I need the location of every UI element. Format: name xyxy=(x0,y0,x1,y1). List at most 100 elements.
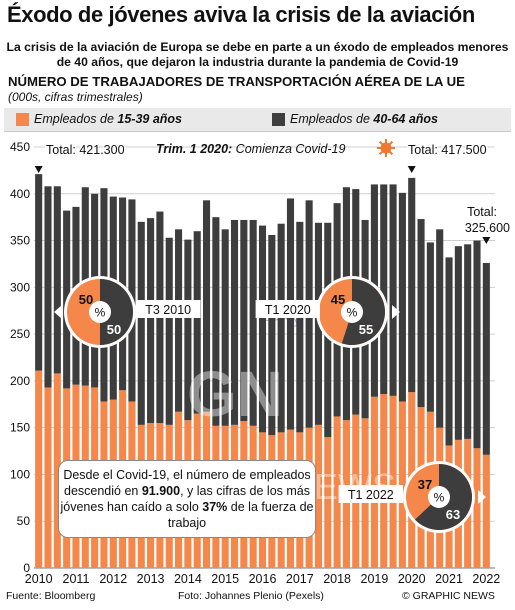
x-tick-label: 2013 xyxy=(137,572,165,586)
bar-young xyxy=(370,396,378,568)
subtitle: La crisis de la aviación de Europa se de… xyxy=(6,40,509,69)
bar-old xyxy=(268,234,276,436)
pie-old-value: 55 xyxy=(359,322,373,337)
bar-old xyxy=(175,229,183,412)
pie-pointer xyxy=(478,490,486,504)
bar-old xyxy=(212,217,220,426)
total-2019-label-halo: Total: 417.500 xyxy=(408,143,487,157)
y-tick-label: 300 xyxy=(10,280,30,294)
total-2010-marker xyxy=(34,166,43,173)
bar-old xyxy=(454,246,462,440)
x-tick-label: 2012 xyxy=(99,572,127,586)
bar-old xyxy=(445,257,453,446)
bar-old xyxy=(398,192,406,402)
pie-old-value: 50 xyxy=(107,322,121,337)
bar-young xyxy=(333,416,341,568)
bar-old xyxy=(464,244,472,439)
y-tick-label: 450 xyxy=(10,140,30,154)
pie-young-value: 50 xyxy=(79,292,93,307)
legend: Empleados de 15-39 años Empleados de 40-… xyxy=(4,108,511,132)
bar-young xyxy=(389,395,397,568)
bar-old xyxy=(165,237,173,425)
covid-callout: Desde el Covid-19, el número de empleado… xyxy=(58,460,316,538)
bar-old xyxy=(35,174,43,371)
bar-old xyxy=(240,219,248,422)
bar-young xyxy=(314,424,323,568)
chart-title: NÚMERO DE TRABAJADORES DE TRANSPORTACIÓN… xyxy=(8,74,465,89)
pie-center xyxy=(341,301,363,323)
pie-pointer xyxy=(392,305,400,319)
footer-copyright: © GRAPHIC NEWS xyxy=(402,590,495,602)
x-tick-label: 2015 xyxy=(211,572,239,586)
pie-label-bg xyxy=(338,485,403,503)
bar-young xyxy=(324,437,332,568)
pie-t1-2022: %37 63 T1 2022 xyxy=(338,461,486,533)
bar-old xyxy=(202,200,211,412)
watermark-logo: GN xyxy=(187,358,283,430)
bar-old xyxy=(417,219,425,408)
legend-swatch-young xyxy=(16,113,29,126)
y-tick-label: 150 xyxy=(10,421,30,435)
bar-old xyxy=(389,184,397,396)
pie-center xyxy=(428,486,450,508)
legend-label-young: Empleados de 15-39 años xyxy=(34,112,183,126)
bar-old xyxy=(473,240,481,449)
pie-label-bg xyxy=(136,300,201,318)
total-2010-label: Total: 421.300 xyxy=(46,143,125,157)
y-tick-label: 400 xyxy=(10,187,30,201)
bar-old xyxy=(277,223,285,433)
footer-source: Fuente: Bloomberg xyxy=(6,590,96,602)
pie-label: T3 2010 xyxy=(145,303,191,317)
bar-old xyxy=(147,218,155,423)
bar-young xyxy=(398,401,406,568)
bar-old xyxy=(380,184,388,394)
covid-label: Trim. 1 2020: Comienza Covid-19 xyxy=(156,142,345,156)
x-tick-label: 2018 xyxy=(323,572,351,586)
chart-unit-label: (000s, cifras trimestrales) xyxy=(8,90,143,104)
bar-old xyxy=(184,239,192,421)
y-tick-label: 100 xyxy=(10,467,30,481)
total-2022-marker xyxy=(482,237,491,244)
pie-slice-old xyxy=(100,279,133,345)
x-tick-label: 2019 xyxy=(361,572,389,586)
bar-old xyxy=(426,242,434,412)
bar-old xyxy=(408,177,416,393)
x-tick-label: 2021 xyxy=(435,572,463,586)
bar-old xyxy=(221,229,229,426)
pie-old-value: 63 xyxy=(446,507,460,522)
bar-young xyxy=(473,448,481,568)
bar-old xyxy=(44,186,52,388)
y-tick-label: 250 xyxy=(10,327,30,341)
x-tick-label: 2014 xyxy=(174,572,202,586)
total-2019-label: Total: 417.500 xyxy=(408,143,487,157)
x-tick-label: 2016 xyxy=(249,572,277,586)
total-2022-label-halo: Total: xyxy=(467,205,497,219)
bar-young xyxy=(44,387,52,568)
pie-label: T1 2022 xyxy=(348,488,394,502)
bar-young xyxy=(380,393,388,568)
pie-percent-sign: % xyxy=(95,306,106,320)
pie-t3-2010: %50 50 T3 2010 xyxy=(54,276,201,348)
footer-photo-credit: Foto: Johannes Plenio (Pexels) xyxy=(178,590,324,602)
bar-old xyxy=(53,186,61,374)
legend-swatch-old xyxy=(272,113,285,126)
pie-young-value: 45 xyxy=(331,292,345,307)
pie-slice-old xyxy=(341,279,385,345)
y-tick-label: 50 xyxy=(17,514,31,528)
bar-young xyxy=(53,373,61,568)
pie-t1-2020: %45 55 T1 2020 xyxy=(255,276,400,348)
bar-old xyxy=(137,221,145,425)
total-2022-value: 325.600 xyxy=(465,221,510,235)
pie-percent-sign: % xyxy=(434,491,445,505)
legend-label-old: Empleados de 40-64 años xyxy=(290,112,439,126)
x-tick-label: 2022 xyxy=(472,572,500,586)
page-title: Éxodo de jóvenes aviva la crisis de la a… xyxy=(7,2,475,27)
y-tick-label: 350 xyxy=(10,234,30,248)
pie-center xyxy=(89,301,111,323)
y-tick-label: 200 xyxy=(10,374,30,388)
total-2022-label: Total: xyxy=(467,205,497,219)
bar-young xyxy=(482,454,490,568)
bar-old xyxy=(193,231,201,414)
bar-old xyxy=(436,229,444,428)
